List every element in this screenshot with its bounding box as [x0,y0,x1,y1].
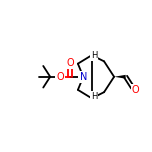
Text: O: O [132,85,140,95]
Polygon shape [114,75,126,79]
Text: H: H [91,52,97,60]
Text: N: N [80,72,87,82]
Text: H: H [91,92,97,101]
Text: O: O [66,58,74,68]
Text: O: O [56,72,64,82]
